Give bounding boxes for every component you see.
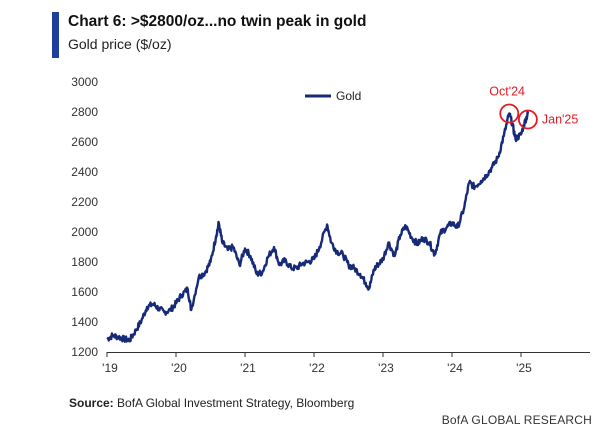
x-tick-label: '24 — [447, 361, 463, 375]
y-tick-label: 2000 — [71, 225, 98, 239]
annotation-circle — [499, 103, 520, 124]
y-tick-label: 2600 — [71, 135, 98, 149]
source-text: BofA Global Investment Strategy, Bloombe… — [117, 396, 355, 410]
x-tick-label: '19 — [102, 361, 118, 375]
annotation-label: Jan'25 — [542, 113, 578, 127]
source-note: Source: BofA Global Investment Strategy,… — [69, 396, 354, 410]
source-label: Source: — [69, 396, 114, 410]
annotation-circle — [518, 109, 538, 130]
x-tick-label: '21 — [240, 361, 256, 375]
y-tick-label: 1800 — [71, 255, 98, 269]
gold-price-line — [106, 110, 530, 343]
y-tick-label: 1400 — [71, 315, 98, 329]
x-tick-label: '20 — [171, 361, 187, 375]
x-tick-label: '22 — [309, 361, 325, 375]
y-tick-label: 2800 — [71, 105, 98, 119]
x-tick-label: '25 — [516, 361, 532, 375]
y-tick-label: 1600 — [71, 285, 98, 299]
chart-subtitle: Gold price ($/oz) — [68, 36, 172, 52]
y-tick-label: 3000 — [71, 75, 98, 89]
y-tick-label: 1200 — [71, 345, 98, 359]
annotation-label: Oct'24 — [489, 85, 525, 99]
chart-title: Chart 6: >$2800/oz...no twin peak in gol… — [68, 13, 367, 30]
legend-label-gold: Gold — [336, 89, 361, 103]
y-tick-label: 2400 — [71, 165, 98, 179]
brand-footer: BofA GLOBAL RESEARCH — [441, 413, 592, 427]
accent-bar — [52, 12, 59, 58]
y-tick-label: 2200 — [71, 195, 98, 209]
x-tick-label: '23 — [378, 361, 394, 375]
